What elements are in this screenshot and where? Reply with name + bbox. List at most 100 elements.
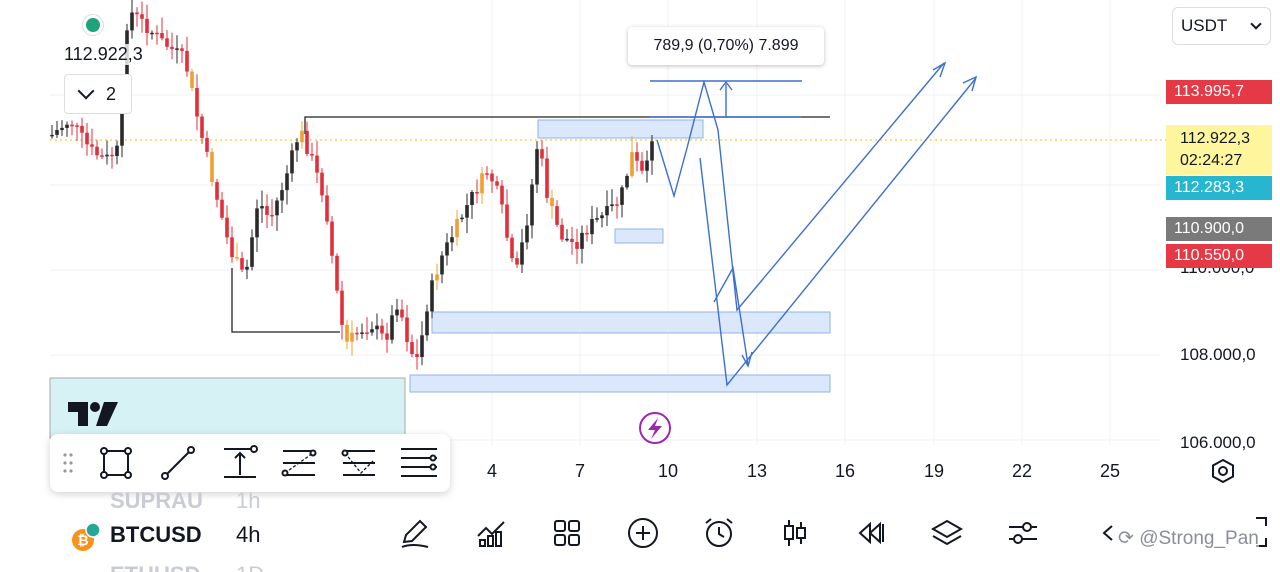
watermark-icon: ⟳ [1118, 528, 1140, 549]
interval-label[interactable]: 4h [236, 522, 261, 547]
candle-body [480, 173, 484, 194]
symbol-name[interactable]: BTCUSD [110, 522, 202, 547]
candle-body [540, 149, 544, 159]
price-tag-target: 113.995,7 [1166, 80, 1272, 104]
watermark-text: @Strong_Pan [1139, 528, 1259, 549]
x-axis-label: 16 [834, 461, 856, 481]
candle-body [350, 332, 354, 342]
watchlist-prev-symbol[interactable]: SUPRAU [110, 488, 203, 508]
chart-settings-icon[interactable] [1208, 456, 1238, 486]
currency-select-value: USDT [1181, 16, 1228, 35]
projection-lines[interactable] [650, 61, 978, 387]
small-zone[interactable] [614, 228, 664, 244]
replay-icon[interactable] [849, 513, 893, 553]
bar-countdown: 02:24:27 [1180, 152, 1243, 169]
indicators-icon[interactable] [469, 513, 513, 553]
candle-body [455, 219, 459, 238]
y-axis-label: 108.000,0 [1180, 345, 1256, 364]
price-tag-level: 110.900,0 [1166, 217, 1272, 241]
fib-extension-icon[interactable] [339, 443, 379, 483]
support-zone-1[interactable] [431, 311, 831, 334]
candle-body [310, 153, 314, 156]
candles [50, 0, 654, 370]
rectangle-icon[interactable] [96, 443, 136, 483]
candle-body [85, 132, 89, 145]
candle-body [115, 145, 119, 157]
candle-body [560, 224, 564, 240]
candle-body [440, 255, 444, 275]
candle-body [410, 342, 414, 355]
drag-handle-icon[interactable] [62, 452, 74, 479]
candle-body [600, 215, 604, 219]
candles-icon[interactable] [773, 513, 817, 553]
candle-body [510, 237, 514, 259]
candle-body [275, 200, 279, 216]
horizontal-lines-icon[interactable] [399, 443, 439, 483]
candle-body [60, 127, 64, 131]
y-axis-label: 106.000,0 [1180, 433, 1256, 452]
candle-body [620, 187, 624, 205]
candle-body [245, 266, 249, 270]
x-axis-label: 22 [1011, 461, 1033, 481]
support-zone-2[interactable] [409, 374, 831, 393]
fib-retracement-icon[interactable] [279, 443, 319, 483]
candle-body [235, 257, 239, 259]
back-icon[interactable] [1085, 513, 1129, 553]
layouts-icon[interactable] [545, 513, 589, 553]
candle-body [80, 125, 84, 133]
settings-sliders-icon[interactable] [1001, 513, 1045, 553]
drawing-toolbar [50, 434, 450, 492]
add-icon[interactable] [621, 513, 665, 553]
expand-icon[interactable] [1252, 512, 1272, 552]
watchlist-prev-interval[interactable]: 1h [236, 488, 261, 508]
candle-body [135, 12, 139, 15]
resistance-zone[interactable] [537, 119, 704, 139]
candle-body [65, 124, 69, 128]
candle-body [315, 155, 319, 173]
candle-body [430, 280, 434, 312]
indicator-toggle-button[interactable]: 2 [64, 74, 132, 114]
chevron-down-icon [77, 82, 95, 100]
candle-body [295, 142, 299, 151]
candle-body [90, 144, 94, 147]
candle-body [220, 199, 224, 218]
candle-body [395, 309, 399, 316]
lightning-icon[interactable] [639, 412, 671, 444]
alert-clock-icon[interactable] [697, 513, 741, 553]
candle-body [75, 125, 79, 127]
market-status-icon[interactable] [82, 14, 104, 36]
candle-body [215, 182, 219, 200]
candle-body [465, 205, 469, 218]
watchlist-next-interval[interactable]: 1D [236, 562, 264, 572]
candle-body [260, 206, 264, 209]
candle-body [130, 12, 134, 31]
candle-body [570, 238, 574, 243]
trend-line-icon[interactable] [158, 443, 198, 483]
candle-body [495, 181, 499, 186]
candle-body [355, 332, 359, 335]
candle-body [525, 225, 529, 243]
candle-body [485, 173, 489, 175]
candle-body [150, 32, 154, 35]
candle-body [250, 237, 254, 267]
candle-body [200, 116, 204, 138]
candle-body [170, 46, 174, 49]
draw-pencil-icon[interactable] [393, 513, 437, 553]
candle-body [155, 32, 159, 35]
candle-body [145, 18, 149, 33]
measure-icon[interactable] [220, 443, 260, 483]
candle-body [615, 204, 619, 206]
watermark: ⟳ @Strong_Pan [1118, 527, 1259, 550]
candle-body [610, 204, 614, 207]
candle-body [460, 217, 464, 220]
layers-icon[interactable] [925, 513, 969, 553]
highlight-zone[interactable] [49, 377, 406, 439]
currency-select[interactable]: USDT [1172, 7, 1271, 45]
candle-body [550, 197, 554, 207]
candle-body [175, 48, 179, 50]
candle-body [505, 204, 509, 238]
watchlist-next-symbol[interactable]: ETHUSD [110, 562, 200, 572]
candle-body [425, 311, 429, 336]
